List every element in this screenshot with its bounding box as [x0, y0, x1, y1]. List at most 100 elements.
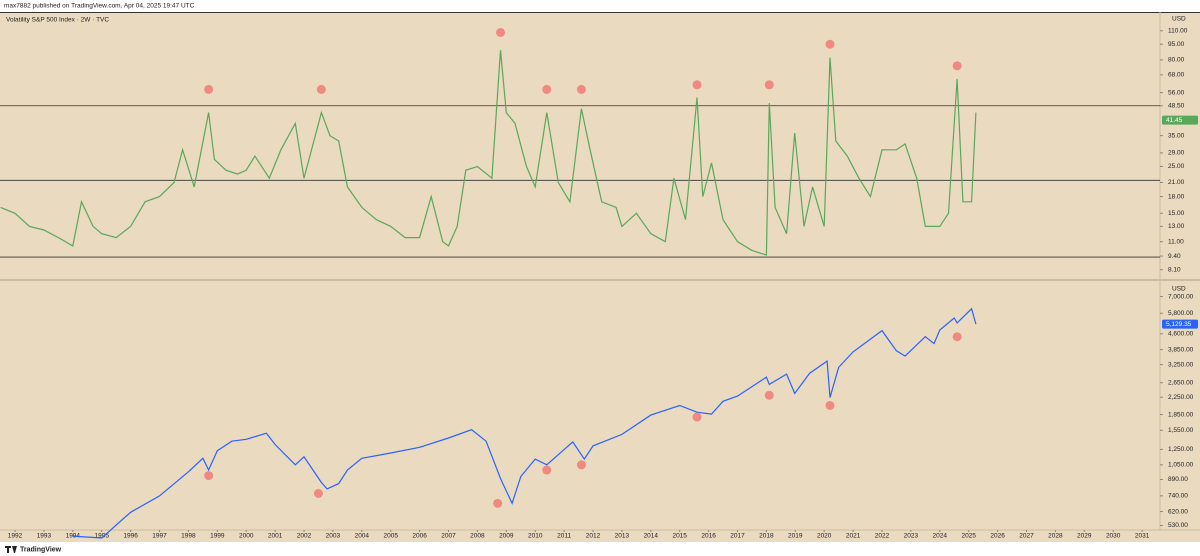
x-tick-label: 1995 — [94, 533, 109, 540]
x-tick-label: 2020 — [817, 533, 832, 540]
x-tick-label: 2029 — [1077, 533, 1092, 540]
marker-dot — [542, 465, 552, 475]
x-tick-label: 2023 — [904, 533, 919, 540]
x-tick-label: 1992 — [8, 533, 23, 540]
marker-dot — [316, 84, 326, 94]
marker-dot — [952, 332, 962, 342]
marker-dot — [952, 61, 962, 71]
x-tick-label: 2000 — [239, 533, 254, 540]
y-tick-label: 620.00 — [1168, 508, 1188, 515]
marker-dot — [692, 412, 702, 422]
marker-dot — [825, 39, 835, 49]
x-tick-label: 2027 — [1019, 533, 1034, 540]
marker-dot — [204, 84, 214, 94]
x-tick-label: 2030 — [1106, 533, 1121, 540]
x-tick-label: 2006 — [412, 533, 427, 540]
x-tick-label: 1997 — [152, 533, 167, 540]
y-tick-label: 4,600.00 — [1168, 331, 1194, 338]
y-tick-label: 1,550.00 — [1168, 427, 1194, 434]
x-tick-label: 2026 — [990, 533, 1005, 540]
marker-dot — [576, 460, 586, 470]
x-tick-label: 2025 — [961, 533, 976, 540]
y-tick-label: 2,250.00 — [1168, 394, 1194, 401]
y-tick-label: 3,250.00 — [1168, 361, 1194, 368]
y-tick-label: 890.00 — [1168, 476, 1188, 483]
footer-brand: TradingView — [20, 546, 62, 553]
x-tick-label: 2017 — [730, 533, 745, 540]
y-tick-label: 2,650.00 — [1168, 379, 1194, 386]
x-tick-label: 2018 — [759, 533, 774, 540]
x-tick-label: 2010 — [528, 533, 543, 540]
x-tick-label: 2009 — [499, 533, 514, 540]
marker-dot — [764, 80, 774, 90]
x-tick-label: 2001 — [268, 533, 283, 540]
y-tick-label: 18.00 — [1168, 193, 1185, 200]
y-tick-label: 29.00 — [1168, 150, 1185, 157]
y-tick-label: 13.00 — [1168, 223, 1185, 230]
marker-dot — [764, 390, 774, 400]
x-tick-label: 2014 — [644, 533, 659, 540]
x-tick-label: 1993 — [37, 533, 52, 540]
x-tick-label: 2019 — [788, 533, 803, 540]
axis-unit: USD — [1172, 16, 1186, 23]
y-tick-label: 48.50 — [1168, 102, 1185, 109]
price-line — [0, 50, 977, 256]
marker-dot — [496, 27, 506, 37]
y-tick-label: 25.00 — [1168, 163, 1185, 170]
x-tick-label: 2028 — [1048, 533, 1063, 540]
last-value-label: 5,129.35 — [1166, 321, 1192, 328]
y-tick-label: 15.00 — [1168, 210, 1185, 217]
chart-title: Volatility S&P 500 Index · 2W · TVC — [6, 17, 109, 24]
chart-area — [0, 12, 1200, 542]
y-tick-label: 110.00 — [1168, 27, 1188, 34]
x-tick-label: 2008 — [470, 533, 485, 540]
y-tick-label: 80.00 — [1168, 57, 1185, 64]
y-tick-label: 1,850.00 — [1168, 411, 1194, 418]
axis-unit: USD — [1172, 286, 1186, 293]
x-tick-label: 2022 — [875, 533, 890, 540]
x-tick-label: 2012 — [586, 533, 601, 540]
marker-dot — [313, 488, 323, 498]
marker-dot — [204, 471, 214, 481]
marker-dot — [493, 498, 503, 508]
x-tick-label: 1998 — [181, 533, 196, 540]
y-tick-label: 740.00 — [1168, 493, 1188, 500]
y-tick-label: 7,000.00 — [1168, 293, 1194, 300]
y-tick-label: 68.00 — [1168, 72, 1185, 79]
marker-dot — [825, 400, 835, 410]
y-tick-label: 530.00 — [1168, 522, 1188, 529]
x-tick-label: 2016 — [701, 533, 716, 540]
x-tick-label: 2011 — [557, 533, 571, 540]
footer — [0, 542, 1200, 556]
published-note: max7882 published on TradingView.com, Ap… — [4, 3, 195, 10]
y-tick-label: 56.00 — [1168, 89, 1185, 96]
x-tick-label: 2004 — [355, 533, 370, 540]
y-tick-label: 5,800.00 — [1168, 310, 1194, 317]
last-value-badge — [1162, 319, 1198, 329]
y-tick-label: 1,050.00 — [1168, 462, 1194, 469]
x-tick-label: 1999 — [210, 533, 225, 540]
y-tick-label: 11.00 — [1168, 238, 1184, 245]
y-tick-label: 1,250.00 — [1168, 446, 1194, 453]
marker-dot — [542, 84, 552, 94]
y-tick-label: 8.10 — [1168, 266, 1181, 273]
last-value-label: 41.45 — [1166, 117, 1183, 124]
y-tick-label: 95.00 — [1168, 41, 1185, 48]
x-tick-label: 2003 — [326, 533, 341, 540]
price-line — [72, 307, 977, 539]
y-tick-label: 9.40 — [1168, 253, 1181, 260]
y-tick-label: 35.00 — [1168, 132, 1185, 139]
x-tick-label: 2031 — [1135, 533, 1150, 540]
last-value-badge — [1162, 115, 1198, 125]
y-tick-label: 3,850.00 — [1168, 346, 1194, 353]
x-tick-label: 2021 — [846, 533, 861, 540]
x-tick-label: 1996 — [123, 533, 138, 540]
x-tick-label: 2007 — [441, 533, 456, 540]
logo — [5, 546, 17, 553]
x-tick-label: 2005 — [383, 533, 398, 540]
x-tick-label: 2013 — [615, 533, 630, 540]
marker-dot — [692, 80, 702, 90]
x-tick-label: 2024 — [933, 533, 948, 540]
x-tick-label: 2002 — [297, 533, 312, 540]
